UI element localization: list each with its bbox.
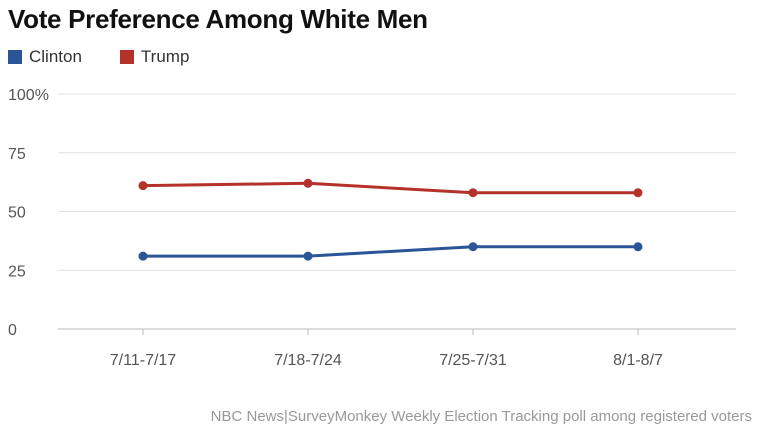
data-point-clinton <box>633 242 643 252</box>
y-tick-label: 0 <box>8 322 17 339</box>
x-tick-label: 8/1-8/7 <box>613 352 663 369</box>
x-tick-label: 7/25-7/31 <box>439 352 507 369</box>
x-tick-label: 7/11-7/17 <box>110 352 177 369</box>
data-point-clinton <box>138 251 148 261</box>
series-line-clinton <box>141 245 640 258</box>
chart-title: Vote Preference Among White Men <box>8 4 428 34</box>
data-point-trump <box>138 181 148 191</box>
series-line-trump <box>141 181 640 195</box>
legend-swatch-clinton <box>8 50 22 64</box>
data-point-trump <box>633 188 643 198</box>
data-point-trump <box>303 178 313 188</box>
legend-item-clinton: Clinton <box>8 47 82 67</box>
legend-label-trump: Trump <box>140 47 190 66</box>
x-tick-label: 7/18-7/24 <box>274 352 342 369</box>
data-point-trump <box>468 188 478 198</box>
data-point-clinton <box>303 251 313 261</box>
legend-item-trump: Trump <box>119 47 190 67</box>
legend: Clinton Trump <box>8 47 227 67</box>
y-tick-label: 100% <box>8 87 49 104</box>
y-tick-label: 50 <box>8 205 26 222</box>
legend-swatch-trump <box>119 50 134 64</box>
y-tick-label: 25 <box>8 263 26 280</box>
y-tick-label: 75 <box>8 146 26 163</box>
legend-label-clinton: Clinton <box>29 47 82 66</box>
source-note: NBC News|SurveyMonkey Weekly Election Tr… <box>210 408 752 425</box>
data-point-clinton <box>468 242 478 252</box>
